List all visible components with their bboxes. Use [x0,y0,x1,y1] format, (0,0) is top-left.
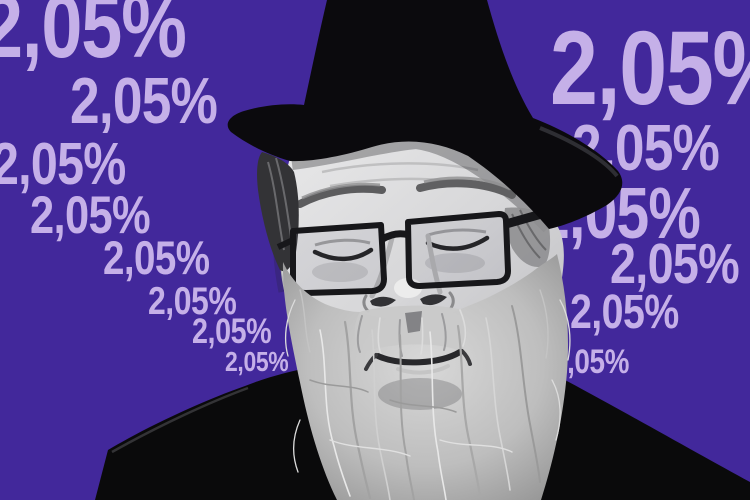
hat [227,0,623,229]
hat-brim-highlight [539,126,619,178]
under-eye-shade-right [425,253,485,273]
mustache-texture-light [377,309,467,355]
eye-right [425,235,490,251]
glasses-arm-left [276,237,295,250]
watermark-text: 2,05% [0,0,187,77]
nostril-left [370,296,396,307]
under-eye-shade-left [312,262,368,282]
shoulder-highlight-left [111,386,249,454]
philtrum-shadow [405,311,422,333]
nose-alar-lines [362,291,455,313]
eyebrow-texture [301,176,511,200]
beard-texture [284,289,571,500]
watermark-text: 2,05% [192,312,272,352]
watermark-text: 2,05% [225,345,289,377]
eye-left [312,247,374,262]
watermark-text: 2,05% [148,279,237,323]
nostril-right [420,294,447,306]
watermark-text: 2,05% [550,10,750,128]
beard [282,254,568,500]
watermark-text: 2,05% [70,63,218,137]
watermark-text: 2,05% [610,231,740,296]
watermark-text: 2,05% [30,185,151,245]
mouth-frown [375,349,463,366]
mouth-corners [364,349,472,371]
glasses-lens-right [405,211,511,289]
eyebrow-left [296,184,386,208]
glasses-lens-left [290,222,387,296]
glasses-bridge [379,230,410,244]
lower-lip [396,364,450,375]
eyelid-right [427,228,487,237]
watermark-text: 2,05% [0,130,126,197]
watermark-text: 2,05% [103,231,210,285]
eyebrow-right [416,179,516,199]
eyelid-left [314,238,371,247]
watermark-text: 2,05% [570,286,679,340]
